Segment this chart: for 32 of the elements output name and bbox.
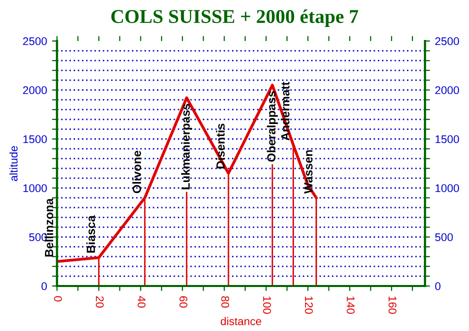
y-tick-label: 0 bbox=[42, 282, 47, 290]
x-tick-label: 60 bbox=[179, 296, 188, 308]
annotation: Biasca bbox=[86, 215, 96, 253]
y2-tick-label: 500 bbox=[435, 233, 453, 242]
y-tick-label: 2000 bbox=[23, 86, 47, 94]
x-tick-label: 0 bbox=[54, 296, 62, 302]
y-tick-label: 500 bbox=[29, 233, 47, 242]
y-tick-label: 1000 bbox=[23, 184, 47, 192]
y2-tick-label: 0 bbox=[435, 282, 440, 290]
x-tick-label: 40 bbox=[138, 296, 146, 308]
x-tick-label: 100 bbox=[263, 296, 271, 314]
y-tick-label: 1500 bbox=[23, 135, 47, 144]
y2-tick-label: 1500 bbox=[436, 135, 460, 144]
x-tick-label: 80 bbox=[221, 296, 230, 308]
x-tick-label: 120 bbox=[304, 296, 313, 314]
y2-tick-label: 2000 bbox=[435, 86, 460, 94]
annotation: Andermatt bbox=[280, 82, 290, 140]
x-tick-label: 160 bbox=[388, 296, 396, 314]
annotation: Olivone bbox=[132, 150, 142, 194]
annotation: Lukmanierpass bbox=[181, 104, 192, 190]
chart-title: COLS SUISSE + 2000 étape 7 bbox=[111, 9, 358, 28]
y-axis-title: altitude bbox=[9, 146, 18, 181]
annotation: Bellinzona bbox=[44, 198, 54, 257]
x-tick-label: 20 bbox=[96, 296, 104, 308]
annotation: Wassen bbox=[304, 150, 312, 194]
y-tick-label: 2500 bbox=[23, 37, 47, 46]
y2-tick-label: 2500 bbox=[435, 37, 460, 46]
y2-tick-label: 1000 bbox=[436, 184, 460, 192]
annotation: Disentis bbox=[216, 124, 225, 168]
x-tick-label: 140 bbox=[346, 296, 355, 314]
x-axis-title: distance bbox=[220, 317, 262, 326]
annotation: Oberalppass bbox=[266, 91, 278, 162]
